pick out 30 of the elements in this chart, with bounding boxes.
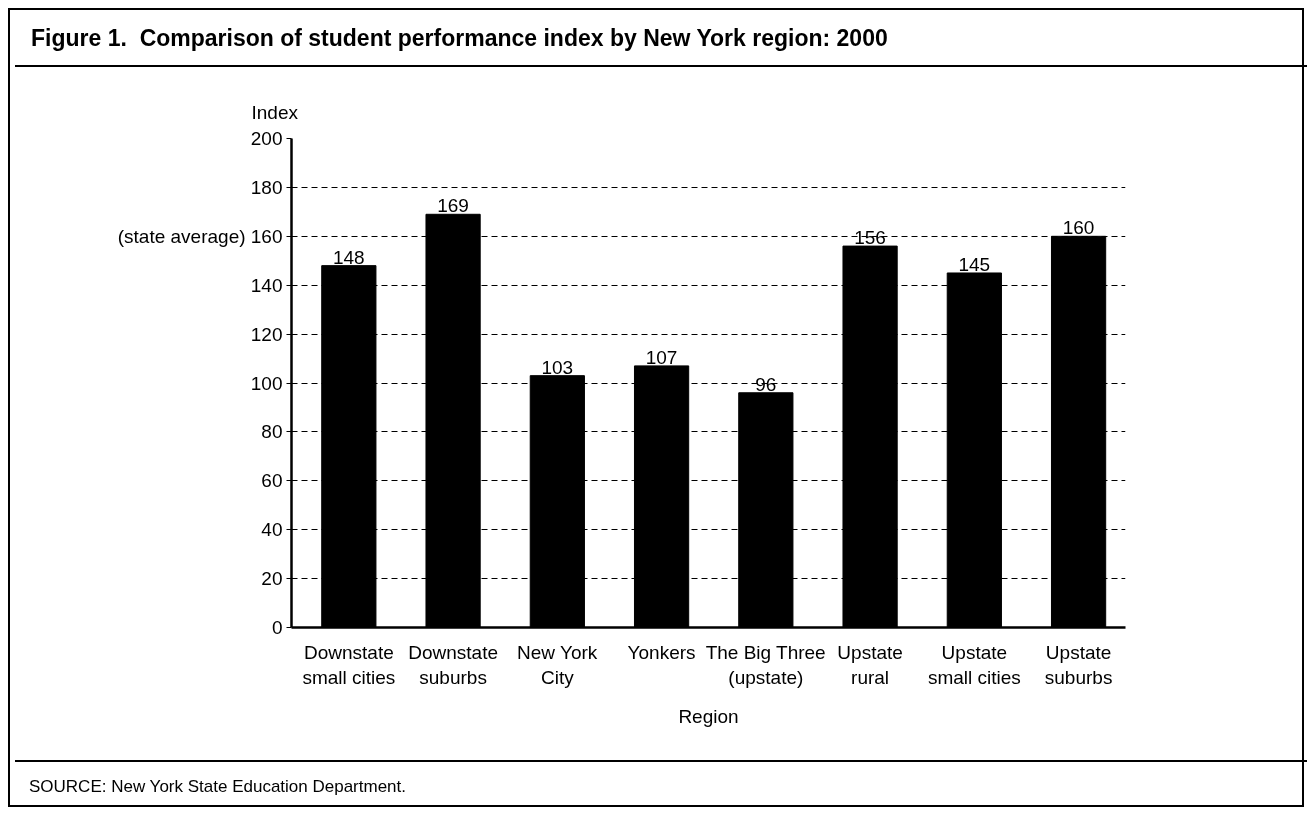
data-label: 169: [437, 195, 469, 217]
x-tick-label: Yonkers: [627, 641, 696, 663]
x-tick-label: Upstate rural: [837, 641, 903, 688]
y-tick-label: 100: [250, 372, 283, 394]
data-label: 160: [1062, 217, 1095, 239]
y-tick-label: 140: [250, 274, 283, 296]
x-tick-label: Upstate small cities: [927, 641, 1021, 688]
data-label: 107: [645, 346, 678, 368]
y-tick-label: 120: [250, 323, 283, 345]
y-tick-label: (state average) 160: [117, 225, 283, 247]
y-tick-label: 0: [271, 617, 283, 638]
data-label: 103: [541, 356, 574, 378]
data-label: 156: [854, 227, 886, 249]
y-tick-label: 60: [261, 470, 283, 492]
y-axis-title: Index: [251, 102, 299, 123]
x-axis-title: Region: [678, 705, 739, 727]
chart-title: Figure 1. Comparison of student performance index by New York region: 2000: [31, 24, 888, 53]
x-tick-label: Downstate suburbs: [408, 641, 498, 688]
data-label: 145: [958, 253, 991, 275]
x-tick-label: Downstate small cities: [302, 641, 396, 688]
y-tick-label: 80: [261, 421, 283, 443]
y-tick-label: 20: [261, 568, 283, 590]
y-tick-label: 180: [250, 176, 283, 198]
y-tick-label: 200: [250, 128, 283, 149]
y-tick-label: 40: [261, 519, 283, 541]
source-note: SOURCE: New York State Education Department.: [29, 776, 407, 798]
data-label: 148: [332, 246, 365, 268]
x-tick-label: New York City: [517, 641, 598, 688]
x-tick-label: The Big Three (upstate): [705, 641, 826, 688]
x-tick-label: Upstate suburbs: [1044, 641, 1113, 688]
